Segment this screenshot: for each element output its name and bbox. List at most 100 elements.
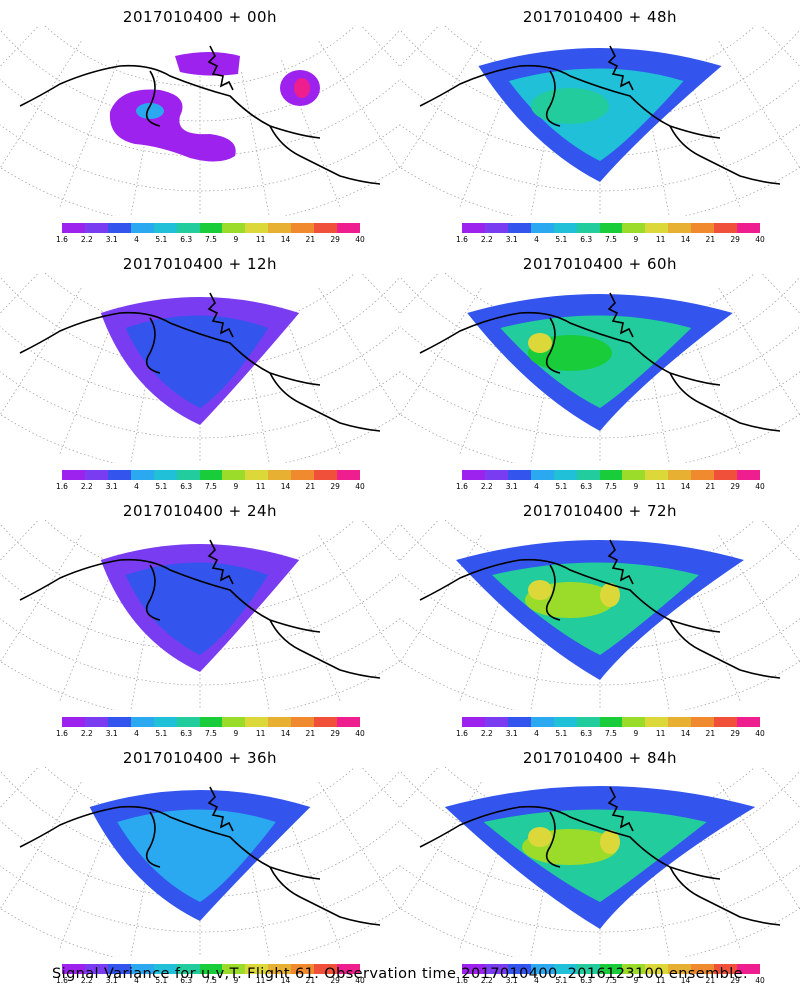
colorbar-swatch [130,964,154,974]
variance-field [467,294,733,431]
colorbar-label: 40 [755,976,765,985]
colorbar-swatch [314,223,338,233]
colorbar-swatch [291,223,315,233]
colorbar-label: 29 [730,729,740,738]
colorbar-label: 3.1 [105,729,118,738]
colorbar-swatch [484,223,508,233]
colorbar-swatch [599,964,623,974]
colorbar-swatch [314,717,338,727]
colorbar-label: 1.6 [456,235,468,244]
polar-map [0,26,400,216]
colorbar [462,223,760,233]
colorbar-swatch [507,717,531,727]
colorbar-label: 2.2 [80,976,93,985]
colorbar-label: 29 [730,976,740,985]
colorbar-label: 2.2 [480,976,493,985]
colorbar-label: 1.6 [56,235,68,244]
map-panel: 2017010400 + 72h 1.6 2.2 3.1 4 5.1 6.3 7.5 9 11 14… [400,494,800,741]
colorbar-label: 14 [680,482,691,491]
coastlines [419,539,781,679]
colorbar-label: 2.2 [480,235,493,244]
colorbar-swatch [107,470,131,480]
colorbar-swatch [153,964,177,974]
colorbar-label: 21 [705,976,716,985]
colorbar-label: 9 [633,976,639,985]
panel-title: 2017010400 + 84h [522,749,678,767]
colorbar-label: 9 [233,235,239,244]
variance-field [100,544,300,672]
colorbar-swatch [737,964,760,974]
colorbar-swatch [337,223,360,233]
colorbar-labels: 1.6 2.2 3.1 4 5.1 6.3 7.5 9 11 14 21 29 40 [454,976,765,986]
coastlines [19,539,381,679]
map-panel: 2017010400 + 48h 1.6 2.2 3.1 4 5.1 6.3 7.5 9 11 14… [400,0,800,247]
variance-field [89,790,311,921]
colorbar-label: 14 [280,976,291,985]
colorbar-swatch [222,964,246,974]
colorbar-label: 40 [355,235,365,244]
colorbar-swatch [737,717,760,727]
colorbar-label: 21 [305,235,316,244]
colorbar-swatch [222,223,246,233]
colorbar-swatch [291,470,315,480]
colorbar [62,717,360,727]
colorbar-label: 5.1 [555,976,568,985]
colorbar-swatch [222,470,246,480]
colorbar-swatch [337,470,360,480]
colorbar-swatch [199,470,223,480]
colorbar-label: 40 [755,482,765,491]
colorbar-label: 5.1 [555,235,568,244]
colorbar-swatch [268,964,292,974]
coastlines [19,292,381,432]
colorbar-labels: 1.6 2.2 3.1 4 5.1 6.3 7.5 9 11 14 21 29 40 [454,482,765,492]
colorbar-swatch [462,964,485,974]
map-panel: 2017010400 + 24h 1.6 2.2 3.1 4 5.1 6.3 7.5 9 11 14… [0,494,400,741]
colorbar-label: 9 [633,482,639,491]
colorbar-swatch [153,717,177,727]
colorbar-swatch [668,717,692,727]
colorbar-label: 40 [755,729,765,738]
polar-map [400,26,800,216]
colorbar-label: 5.1 [555,729,568,738]
colorbar-swatch [714,223,738,233]
panel-title: 2017010400 + 24h [122,502,278,520]
colorbar-label: 5.1 [155,482,168,491]
colorbar-label: 40 [355,482,365,491]
colorbar-swatch [62,964,85,974]
colorbar-swatch [462,223,485,233]
colorbar-swatch [484,717,508,727]
colorbar [462,717,760,727]
coastlines [19,786,381,926]
colorbar-label: 1.6 [56,482,68,491]
colorbar-swatch [245,223,269,233]
colorbar-label: 5.1 [155,976,168,985]
colorbar-label: 7.5 [205,729,217,738]
colorbar-label: 7.5 [605,235,617,244]
panel-title: 2017010400 + 72h [522,502,678,520]
colorbar-label: 7.5 [605,482,617,491]
colorbar-label: 4 [134,235,139,244]
colorbar-swatch [176,223,200,233]
colorbar-swatch [714,470,738,480]
colorbar-swatch [530,717,554,727]
colorbar-label: 21 [705,235,716,244]
colorbar-label: 21 [705,482,716,491]
colorbar-label: 2.2 [80,235,93,244]
colorbar-label: 4 [534,482,539,491]
colorbar-label: 11 [655,235,666,244]
colorbar-label: 9 [233,482,239,491]
colorbar-label: 29 [330,729,340,738]
colorbar-swatch [337,717,360,727]
colorbar-label: 3.1 [105,482,118,491]
colorbar-swatch [176,470,200,480]
colorbar-swatch [484,964,508,974]
colorbar-label: 1.6 [56,729,68,738]
colorbar-label: 29 [730,235,740,244]
colorbar-swatch [268,470,292,480]
variance-field [478,48,722,182]
colorbar-label: 21 [305,482,316,491]
panel-title: 2017010400 + 12h [122,255,278,273]
colorbar-swatch [245,717,269,727]
colorbar-swatch [199,964,223,974]
colorbar-label: 11 [255,976,266,985]
